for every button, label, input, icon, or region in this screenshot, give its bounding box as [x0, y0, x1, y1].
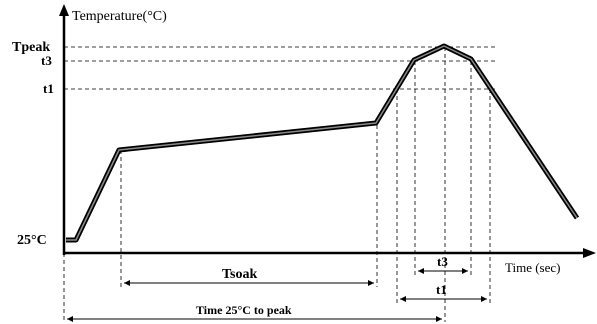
time-to-peak-label: Time 25°C to peak: [196, 303, 292, 317]
y-axis-label: Temperature(°C): [72, 9, 167, 24]
t3-level-label: t3: [41, 53, 52, 68]
tsoak-label: Tsoak: [222, 267, 258, 282]
y-axis-arrow: [59, 4, 69, 16]
t1-level-label: t1: [43, 81, 54, 96]
ambient-temp-label: 25°C: [17, 233, 47, 248]
t3-span-label: t3: [437, 254, 448, 269]
x-axis-arrow: [583, 248, 596, 258]
tpeak-label: Tpeak: [12, 40, 50, 55]
temperature-profile-curve: [66, 43, 580, 243]
x-axis-label: Time (sec): [505, 260, 561, 275]
t1-span-label: t1: [436, 282, 447, 297]
